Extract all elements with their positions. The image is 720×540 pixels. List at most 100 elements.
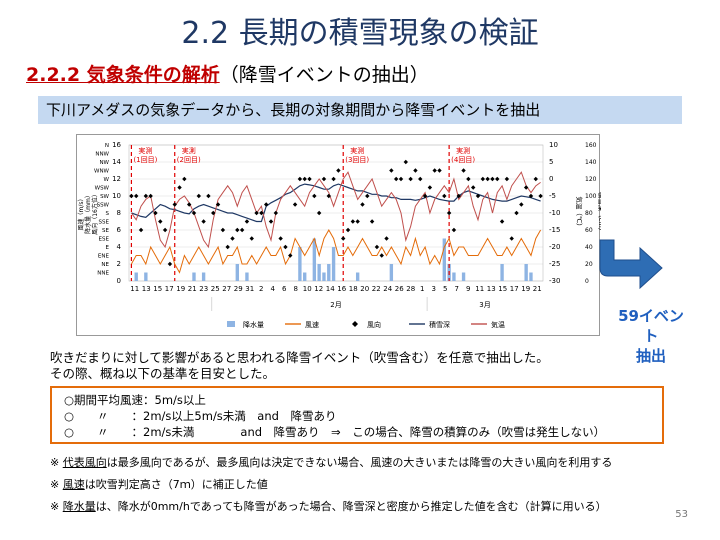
wind-direction-point <box>480 176 486 182</box>
wind-direction-point <box>379 253 384 258</box>
left-axis-title: 風速（m/s） <box>78 196 85 231</box>
wind-speed-line <box>130 228 542 274</box>
temp-tick-label: 10 <box>549 141 558 149</box>
note-1-text: は最多風向であるが、最多風向は決定できない場合、風速の大きいまたは降雪の大きい風… <box>106 456 613 469</box>
criteria-row-3: ○ 〃 ：2m/s未満 and 降雪あり ⇒ この場合、降雪の積算のみ（吹雪は発… <box>64 425 606 439</box>
temp-tick-label: -10 <box>549 209 560 217</box>
x-tick-label: 11 <box>475 285 484 293</box>
notes: ※ 代表風向は最多風向であるが、最多風向は決定できない場合、風速の大きいまたは降… <box>50 452 612 518</box>
wind-direction-point <box>249 236 254 241</box>
wind-direction-point <box>235 227 240 233</box>
x-tick-label: 1 <box>420 285 424 293</box>
snow-tick-label: 120 <box>585 176 597 183</box>
wind-direction-point <box>268 219 274 224</box>
wind-direction-point <box>432 168 437 173</box>
wind-direction-point <box>158 219 163 224</box>
direction-label: SW <box>100 194 109 200</box>
precip-bar <box>461 272 466 281</box>
x-tick-label: 15 <box>153 285 162 293</box>
section-subtitle: 2.2.2 気象条件の解析（降雪イベントの抽出） <box>26 60 429 87</box>
note-1: ※ 代表風向は最多風向であるが、最多風向は決定できない場合、風速の大きいまたは降… <box>50 452 612 474</box>
criteria-box: ○期間平均風速：5m/s以上 ○ 〃 ：2m/s以上5m/s未満 and 降雪あ… <box>50 386 664 444</box>
precip-bar <box>144 272 148 281</box>
wind-direction-point <box>312 193 317 199</box>
left-tick-label: 16 <box>112 141 121 149</box>
wind-direction-point <box>393 176 399 182</box>
observation-label: (2回目) <box>177 156 201 164</box>
event-count-line2: 抽出 <box>635 347 666 365</box>
precip-bar <box>134 272 138 281</box>
direction-label: ENE <box>98 254 110 260</box>
wind-direction-point <box>167 261 173 267</box>
wind-direction-point <box>239 227 245 233</box>
wind-direction-point <box>355 219 360 224</box>
month-label: 2月 <box>330 301 341 309</box>
legend-label: 気温 <box>491 320 505 329</box>
wind-direction-point <box>466 176 471 182</box>
wind-direction-point <box>254 210 259 216</box>
x-tick-label: 19 <box>521 285 530 293</box>
wind-direction-point <box>408 176 413 182</box>
wind-direction-point <box>442 193 447 199</box>
legend-label: 風向 <box>367 320 381 329</box>
precip-bar <box>327 264 331 281</box>
observation-label: (3回目) <box>345 156 369 164</box>
wind-direction-point <box>523 185 529 190</box>
legend-label: 積雪深 <box>429 320 450 329</box>
event-count: 59イベント 抽出 <box>612 306 690 366</box>
direction-label: SSE <box>99 220 110 226</box>
precip-bar <box>442 238 446 281</box>
wind-direction-point <box>418 176 423 182</box>
observation-label: 実測 <box>456 146 470 155</box>
legend-label: 降水量 <box>243 320 264 329</box>
wind-direction-point <box>148 193 153 199</box>
wind-direction-point <box>331 176 336 182</box>
note-2-term: 風速 <box>62 478 85 491</box>
subtitle-main: 2.2.2 気象条件の解析 <box>26 64 220 86</box>
observation-label: 実測 <box>182 146 196 155</box>
x-tick-label: 29 <box>234 285 243 293</box>
precip-bar <box>331 247 336 281</box>
wind-direction-point <box>336 168 341 173</box>
left-tick-label: 12 <box>112 175 121 183</box>
precip-bar <box>500 264 504 281</box>
direction-label: S <box>106 211 110 217</box>
x-tick-label: 27 <box>222 285 231 293</box>
wind-direction-point <box>461 168 466 173</box>
wind-direction-point <box>446 210 452 216</box>
x-tick-label: 13 <box>142 285 151 293</box>
precip-bar <box>303 272 307 281</box>
wind-direction-point <box>365 193 370 199</box>
precip-bar <box>452 272 456 281</box>
wind-direction-point <box>307 176 312 182</box>
x-tick-label: 6 <box>282 285 287 293</box>
wind-direction-point <box>134 193 139 199</box>
x-tick-label: 23 <box>199 285 208 293</box>
x-tick-label: 2 <box>259 285 263 293</box>
note-3: ※ 降水量は、降水が0mm/hであっても降雪があった場合、降雪深と密度から推定し… <box>50 496 612 518</box>
wind-direction-point <box>389 168 394 173</box>
wind-direction-point <box>196 193 202 199</box>
left-tick-label: 4 <box>117 243 122 251</box>
temp-tick-label: -20 <box>549 243 560 251</box>
precip-bar <box>355 272 360 281</box>
x-tick-label: 17 <box>510 285 519 293</box>
left-tick-label: 6 <box>117 226 122 234</box>
x-tick-label: 19 <box>176 285 185 293</box>
x-tick-label: 18 <box>349 285 358 293</box>
wind-direction-point <box>278 236 283 241</box>
subtitle-rest: （降雪イベントの抽出） <box>219 64 429 86</box>
wind-direction-point <box>384 236 389 241</box>
x-tick-label: 3 <box>432 285 436 293</box>
wind-direction-point <box>302 176 307 182</box>
wind-direction-point <box>211 210 216 216</box>
wind-direction-point <box>495 176 500 182</box>
direction-label: N <box>105 143 109 149</box>
x-tick-label: 10 <box>303 285 312 293</box>
wind-direction-point <box>509 236 514 241</box>
x-tick-label: 21 <box>533 285 542 293</box>
criteria-row-1: ○期間平均風速：5m/s以上 <box>64 393 206 407</box>
wind-direction-point <box>403 159 409 165</box>
month-label: 3月 <box>479 301 490 309</box>
wind-direction-point <box>191 210 197 216</box>
